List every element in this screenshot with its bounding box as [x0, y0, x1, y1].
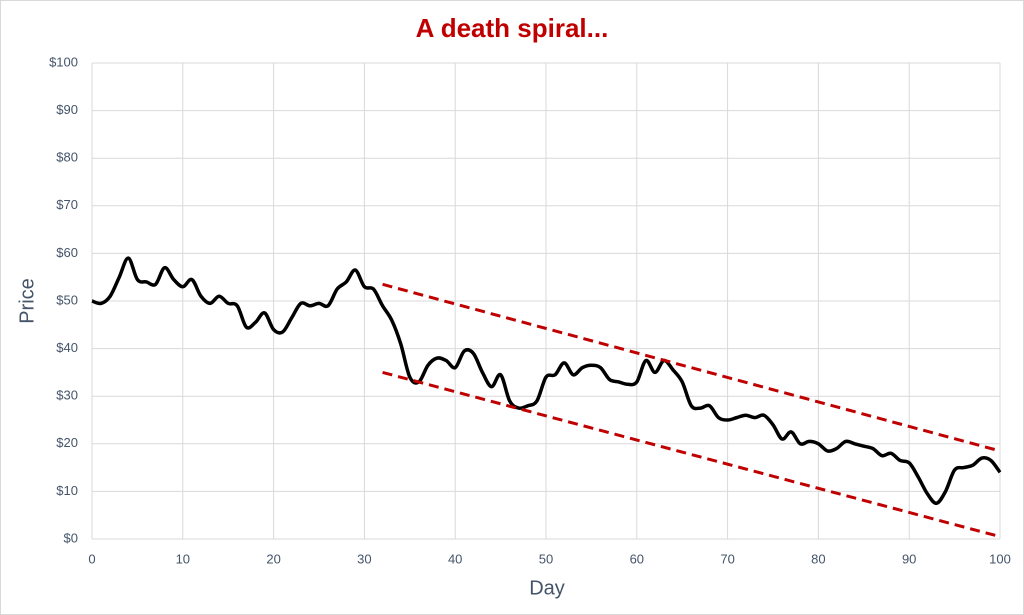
x-tick-label: 10 [176, 551, 190, 566]
trend-line [382, 370, 1001, 539]
y-tick-label: $100 [49, 54, 78, 69]
x-tick-label: 50 [539, 551, 553, 566]
y-tick-label: $50 [56, 292, 78, 307]
x-tick-label: 40 [448, 551, 462, 566]
x-tick-label: 30 [357, 551, 371, 566]
y-axis-label: Price [16, 278, 38, 324]
x-axis-label: Day [529, 577, 565, 599]
y-tick-label: $80 [56, 150, 78, 165]
x-tick-label: 80 [811, 551, 825, 566]
x-tick-label: 0 [88, 551, 95, 566]
chart-title: A death spiral... [416, 13, 609, 43]
y-tick-label: $90 [56, 102, 78, 117]
x-tick-label: 100 [989, 551, 1011, 566]
y-tick-label: $10 [56, 483, 78, 498]
price-line [91, 256, 1002, 506]
y-tick-label: $60 [56, 245, 78, 260]
y-tick-label: $20 [56, 435, 78, 450]
trend-line [382, 282, 1001, 453]
x-tick-label: 70 [720, 551, 734, 566]
x-tick-label: 90 [902, 551, 916, 566]
x-tick-label: 20 [266, 551, 280, 566]
y-tick-label: $40 [56, 340, 78, 355]
y-tick-label: $70 [56, 197, 78, 212]
y-tick-label: $0 [64, 530, 78, 545]
y-tick-label: $30 [56, 388, 78, 403]
x-tick-label: 60 [630, 551, 644, 566]
